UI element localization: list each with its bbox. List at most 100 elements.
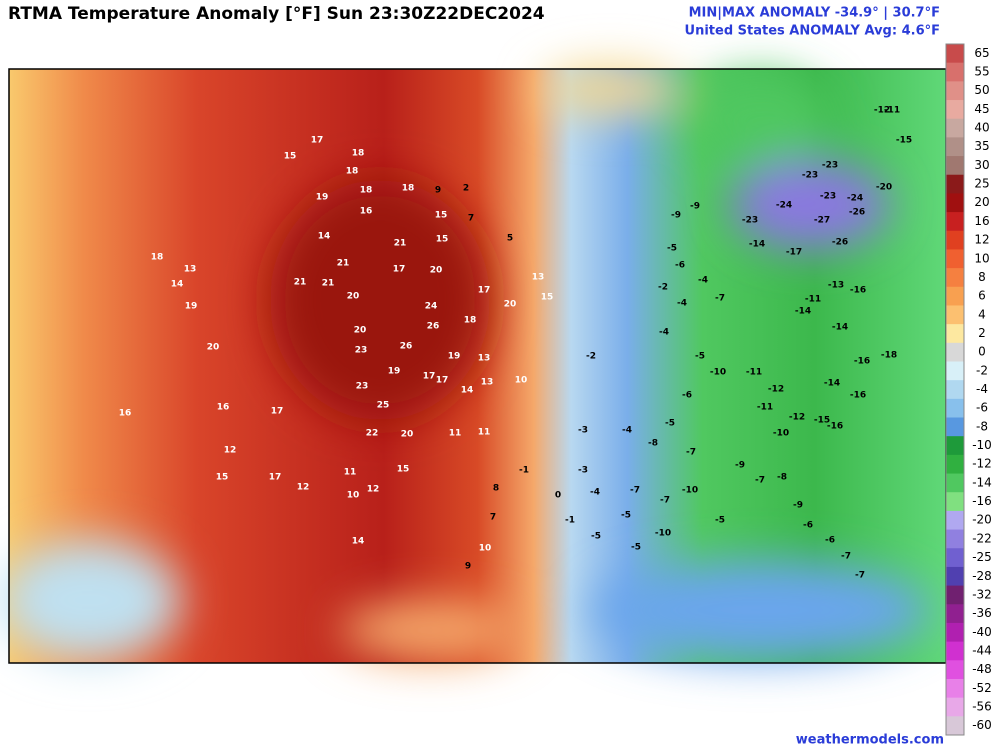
- station-value: 9: [465, 562, 471, 572]
- station-value: -7: [755, 476, 765, 486]
- station-value: -11: [884, 106, 900, 116]
- colorbar-swatch: [946, 660, 964, 680]
- station-value: -23: [742, 216, 758, 226]
- colorbar-label: -20: [972, 513, 992, 527]
- station-value: -4: [659, 328, 669, 338]
- colorbar-label: 35: [974, 139, 989, 153]
- station-value: 25: [377, 401, 390, 411]
- station-value: 17: [423, 372, 436, 382]
- station-value: 18: [346, 167, 359, 177]
- colorbar-label: -2: [976, 363, 988, 377]
- station-value: -8: [648, 439, 658, 449]
- station-value: 16: [360, 207, 373, 217]
- station-value: 13: [532, 273, 545, 283]
- colorbar-swatch: [946, 417, 964, 437]
- station-value: -7: [841, 552, 851, 562]
- station-value: 17: [311, 136, 324, 146]
- station-value: 18: [360, 186, 373, 196]
- colorbar-label: -6: [976, 401, 988, 415]
- colorbar-swatch: [946, 473, 964, 493]
- station-value: 13: [478, 354, 491, 364]
- station-value: -4: [622, 426, 632, 436]
- station-value: 24: [425, 302, 438, 312]
- colorbar-swatch: [946, 510, 964, 531]
- colorbar-swatch: [946, 436, 964, 456]
- station-value: 10: [347, 491, 360, 501]
- station-value: -11: [805, 295, 821, 305]
- station-value: 18: [151, 253, 164, 263]
- station-value: -4: [590, 488, 600, 498]
- station-value: -26: [849, 208, 865, 218]
- station-value: -24: [776, 201, 792, 211]
- station-value: 11: [344, 468, 357, 478]
- station-value: -18: [881, 351, 897, 361]
- station-value: 15: [284, 152, 297, 162]
- colorbar-swatch: [946, 398, 964, 419]
- station-value: -23: [802, 171, 818, 181]
- station-value: 15: [397, 465, 410, 475]
- colorbar-swatch: [946, 193, 964, 213]
- station-value: -9: [735, 461, 745, 471]
- station-value: -2: [586, 352, 596, 362]
- colorbar-swatch: [946, 156, 964, 176]
- station-value: 19: [316, 193, 329, 203]
- colorbar-label: 50: [974, 83, 989, 97]
- station-value: 14: [318, 232, 331, 242]
- station-value: -15: [896, 136, 912, 146]
- station-value: -7: [686, 448, 696, 458]
- station-value: -10: [773, 429, 789, 439]
- station-value: 19: [388, 367, 401, 377]
- station-value: 12: [367, 485, 380, 495]
- colorbar-swatch: [946, 641, 964, 661]
- colorbar-label: -32: [972, 587, 992, 601]
- colorbar-swatch: [946, 118, 964, 138]
- colorbar-label: -4: [976, 382, 988, 396]
- station-value: 10: [479, 544, 492, 554]
- station-value: -7: [855, 571, 865, 581]
- station-value: 15: [216, 473, 229, 483]
- station-value: -17: [786, 248, 802, 258]
- station-value: 11: [478, 428, 491, 438]
- colorbar: 65555045403530252016121086420-2-4-6-8-10…: [945, 43, 992, 736]
- colorbar-label: -60: [972, 718, 992, 732]
- station-value: 17: [271, 407, 284, 417]
- station-value: -13: [828, 281, 844, 291]
- station-value: 13: [184, 265, 197, 275]
- station-value: -5: [591, 532, 601, 542]
- colorbar-swatch: [946, 678, 964, 699]
- colorbar-label: -44: [972, 643, 992, 657]
- station-value: -5: [667, 244, 677, 254]
- station-value: -1: [565, 516, 575, 526]
- station-value: -9: [793, 501, 803, 511]
- station-value: 15: [541, 293, 554, 303]
- colorbar-label: -16: [972, 494, 992, 508]
- station-value: -5: [665, 419, 675, 429]
- station-value: 2: [463, 184, 469, 194]
- station-value: -7: [715, 294, 725, 304]
- station-value: -7: [660, 496, 670, 506]
- station-value: -4: [677, 299, 687, 309]
- colorbar-swatch: [946, 566, 964, 587]
- station-value: 20: [347, 292, 360, 302]
- station-value: -16: [854, 357, 870, 367]
- station-value: 11: [449, 429, 462, 439]
- colorbar-swatch: [946, 81, 964, 101]
- colorbar-label: 30: [974, 158, 989, 172]
- station-value: 21: [322, 279, 335, 289]
- station-value: -9: [671, 211, 681, 221]
- colorbar-label: 45: [974, 102, 989, 116]
- station-value: 21: [394, 239, 407, 249]
- station-value: 12: [224, 446, 237, 456]
- station-value: -10: [710, 368, 726, 378]
- colorbar-label: -25: [972, 550, 992, 564]
- colorbar-label: 20: [974, 195, 989, 209]
- station-value: 12: [297, 483, 310, 493]
- station-value: -26: [832, 238, 848, 248]
- colorbar-swatch: [946, 324, 964, 344]
- station-value: 0: [555, 491, 561, 501]
- station-value: -10: [682, 486, 698, 496]
- station-value: -14: [749, 240, 765, 250]
- station-value: -12: [789, 413, 805, 423]
